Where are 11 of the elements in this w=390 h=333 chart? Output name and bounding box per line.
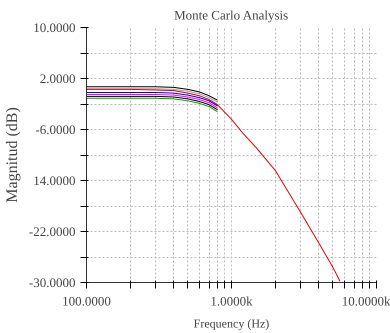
x-tick-label: 1.0000k — [210, 294, 254, 308]
y-tick-label: 10.0000 — [33, 20, 76, 35]
y-tick-label: 14.0000 — [33, 173, 76, 188]
x-axis-title: Frequency (Hz) — [194, 316, 270, 330]
y-tick-label: -30.0000 — [28, 275, 76, 290]
y-axis-title: Magnitud (dB) — [4, 107, 21, 203]
y-tick-label: -22.0000 — [28, 224, 76, 239]
y-tick-label: 2.0000 — [40, 71, 76, 86]
x-tick-label: 100.0000 — [62, 294, 111, 308]
y-tick-label: -6.0000 — [35, 122, 76, 137]
chart-title: Monte Carlo Analysis — [174, 8, 288, 22]
